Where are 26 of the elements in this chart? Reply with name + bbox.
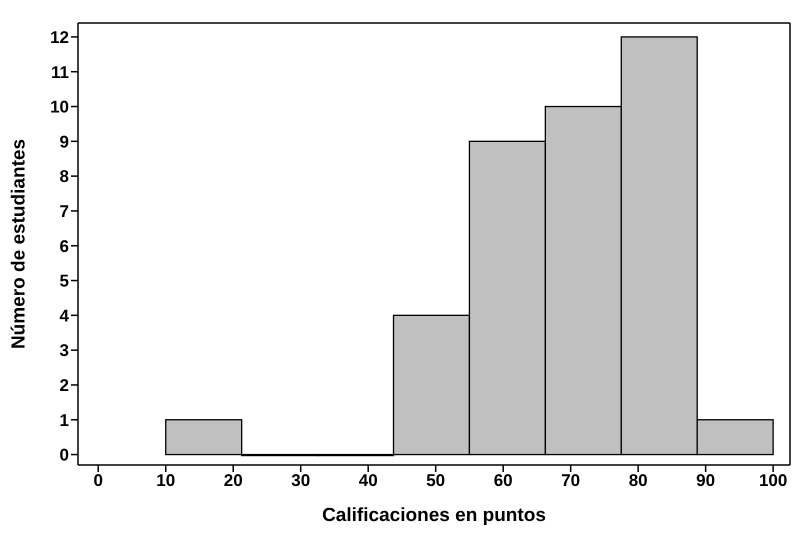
x-tick-label: 70 (561, 471, 580, 490)
x-axis-title: Calificaciones en puntos (322, 505, 546, 526)
x-tick-label: 100 (758, 471, 788, 490)
y-tick-label: 5 (60, 272, 69, 291)
x-tick-label: 0 (94, 471, 103, 490)
y-tick-label: 3 (60, 341, 69, 360)
x-tick-label: 10 (156, 471, 176, 490)
y-tick-label: 2 (60, 376, 69, 395)
y-tick-label: 8 (60, 167, 69, 186)
y-tick-label: 10 (50, 98, 69, 117)
x-tick-label: 20 (224, 471, 243, 490)
y-tick-label: 0 (60, 446, 69, 465)
x-tick-label: 30 (291, 471, 310, 490)
y-tick-label: 12 (50, 28, 69, 47)
x-tick-label: 60 (494, 471, 513, 490)
y-tick-label: 11 (51, 62, 69, 82)
y-tick-label: 9 (60, 132, 69, 152)
y-tick-label: 6 (60, 236, 69, 256)
y-tick-label: 1 (60, 410, 69, 430)
x-tick-label: 90 (696, 471, 716, 490)
y-axis-title: Número de estudiantes (8, 138, 30, 350)
x-tick-label: 40 (358, 471, 378, 490)
y-tick-label: 4 (60, 306, 70, 326)
x-tick-label: 50 (426, 471, 446, 490)
x-tick-label: 80 (628, 471, 648, 490)
y-tick-label: 7 (60, 202, 69, 221)
